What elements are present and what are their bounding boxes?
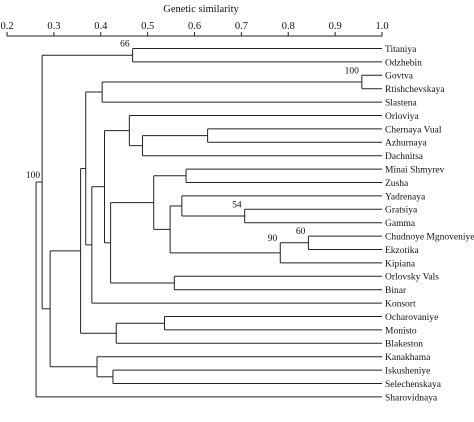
leaf-label: Odzhebin: [385, 58, 422, 68]
leaf-label: Sharovidnaya: [385, 393, 438, 403]
branches: [35, 48, 382, 398]
tick-label: 0.3: [47, 21, 60, 32]
leaf-label: Yadrenaya: [385, 192, 426, 202]
bootstrap-labels: 66 100 54 60 90 100: [26, 40, 359, 244]
leaf-label: Orlovsky Vals: [385, 273, 439, 283]
tick-label: 0.8: [282, 21, 295, 32]
leaf-label: Kanakhama: [385, 353, 431, 363]
leaf-label: Binar: [385, 286, 407, 296]
axis: 0.2 0.3 0.4 0.5 0.6 0.7 0.8 0.9 1.0: [0, 21, 389, 37]
tick-label: 0.7: [235, 21, 248, 32]
leaf-label: Ocharovaniye: [385, 313, 438, 323]
leaf-label: Gamma: [385, 219, 416, 229]
bootstrap-label: 100: [345, 66, 360, 76]
leaf-label: Kipiana: [385, 259, 416, 269]
tick-label: 0.4: [94, 21, 108, 32]
leaf-label: Gratsiya: [385, 206, 418, 216]
leaf-label: Dachnitsa: [385, 152, 424, 162]
leaf-labels: Titaniya Odzhebin Govtva Rtishchevskaya Slas…: [385, 45, 474, 403]
leaf-label: Azhurnaya: [385, 139, 427, 149]
tick-label: 0.5: [141, 21, 154, 32]
axis-title: Genetic similarity: [163, 4, 239, 15]
bootstrap-label: 60: [296, 227, 306, 237]
tick-label: 0.6: [188, 21, 201, 32]
leaf-label: Govtva: [385, 72, 414, 82]
leaf-label: Ekzotika: [385, 246, 420, 256]
leaf-label: Zusha: [385, 179, 409, 189]
tick-label: 0.2: [0, 21, 13, 32]
leaf-label: Monisto: [385, 326, 417, 336]
leaf-label: Chudnoye Mgnoveniye: [385, 233, 474, 243]
tick-label: 0.9: [329, 21, 342, 32]
leaf-label: Minai Shmyrev: [385, 166, 445, 176]
bootstrap-label: 54: [232, 200, 242, 210]
bootstrap-label: 100: [26, 171, 41, 181]
leaf-label: Blakeston: [385, 340, 423, 350]
leaf-label: Iskusheniye: [385, 367, 430, 377]
leaf-label: Rtishchevskaya: [385, 85, 445, 95]
leaf-label: Selechenskaya: [385, 380, 442, 390]
leaf-label: Slastena: [385, 99, 417, 109]
tick-label: 1.0: [375, 21, 388, 32]
leaf-label: Konsort: [385, 300, 416, 310]
leaf-label: Titaniya: [385, 45, 417, 55]
leaf-label: Orloviya: [385, 112, 420, 122]
bootstrap-label: 66: [120, 40, 130, 50]
bootstrap-label: 90: [268, 234, 278, 244]
leaf-label: Chernaya Vual: [385, 125, 442, 135]
